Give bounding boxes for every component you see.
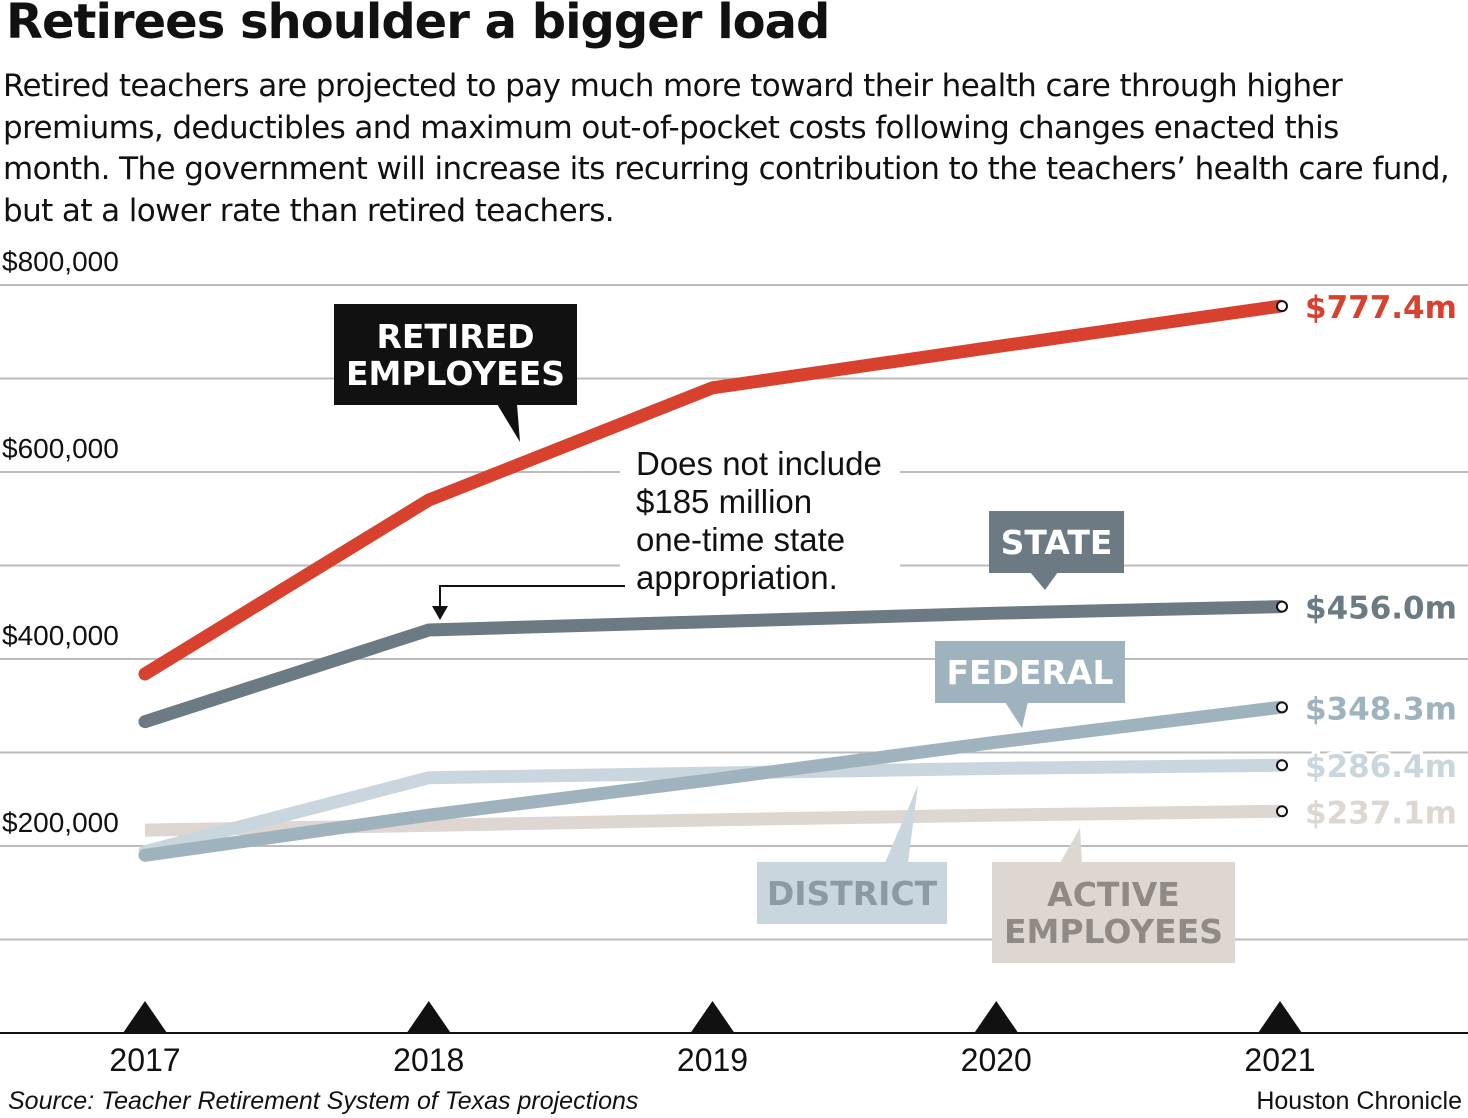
label-text: ACTIVE [1047,875,1180,914]
x-tick-triangle [123,1001,167,1033]
credit: Houston Chronicle [1256,1087,1462,1115]
annotation-line: appropriation. [636,559,838,596]
label-pointer [1005,702,1028,728]
x-tick-triangle [974,1001,1019,1033]
chart-subtitle: Retired teachers are projected to pay mu… [3,68,1450,229]
series-label-district: DISTRICT [757,785,947,924]
label-box [334,304,577,405]
y-tick-label: $800,000 [2,246,119,277]
x-tick-triangle [406,1001,451,1033]
end-point-marker [1276,701,1288,714]
x-tick-label: 2019 [677,1042,748,1078]
label-box [992,862,1235,963]
label-box [757,862,947,924]
x-tick-triangle [1258,1001,1302,1033]
label-box [935,641,1125,703]
annotation-line: Does not include [636,445,882,482]
end-value-label: $348.3m [1305,691,1457,727]
series-label-federal: FEDERAL [935,641,1125,728]
label-text: DISTRICT [767,874,938,913]
end-value-label: $286.4m [1305,749,1457,785]
arrow-icon [432,606,448,620]
series-line-federal [138,700,1287,862]
chart-title: Retirees shoulder a bigger load [6,0,830,50]
source-note: Source: Teacher Retirement System of Tex… [8,1087,639,1115]
end-point-marker [1276,600,1288,613]
end-value-label: $237.1m [1305,795,1457,831]
annotation-bg [620,442,900,597]
label-pointer [1060,828,1082,863]
label-text: STATE [1001,523,1113,562]
annotation-line: one-time state [636,521,845,558]
end-point-marker [1276,759,1288,772]
series-line-state [138,600,1287,729]
x-tick-label: 2017 [109,1042,180,1078]
label-pointer [497,404,520,442]
annotation-leader [439,585,625,608]
x-tick-label: 2018 [393,1042,464,1078]
label-text: FEDERAL [947,653,1114,692]
label-text: EMPLOYEES [1004,912,1223,951]
label-pointer [1030,572,1058,590]
x-tick-label: 2020 [961,1042,1032,1078]
y-tick-label: $600,000 [2,433,119,464]
end-value-label: $456.0m [1305,591,1457,627]
y-tick-label: $200,000 [2,807,119,838]
end-value-label: $777.4m [1305,290,1457,326]
label-pointer [885,785,918,863]
x-tick-label: 2021 [1244,1042,1315,1078]
end-point-marker [1276,805,1288,818]
y-tick-label: $400,000 [2,620,119,651]
series-label-state: STATE [989,511,1124,590]
end-point-marker [1276,300,1288,313]
series-line-retired-employees [138,299,1287,681]
x-tick-triangle [690,1001,735,1033]
annotation-line: $185 million [636,483,812,520]
label-text: RETIRED [376,317,534,356]
label-text: EMPLOYEES [346,354,565,393]
label-box [989,511,1124,573]
